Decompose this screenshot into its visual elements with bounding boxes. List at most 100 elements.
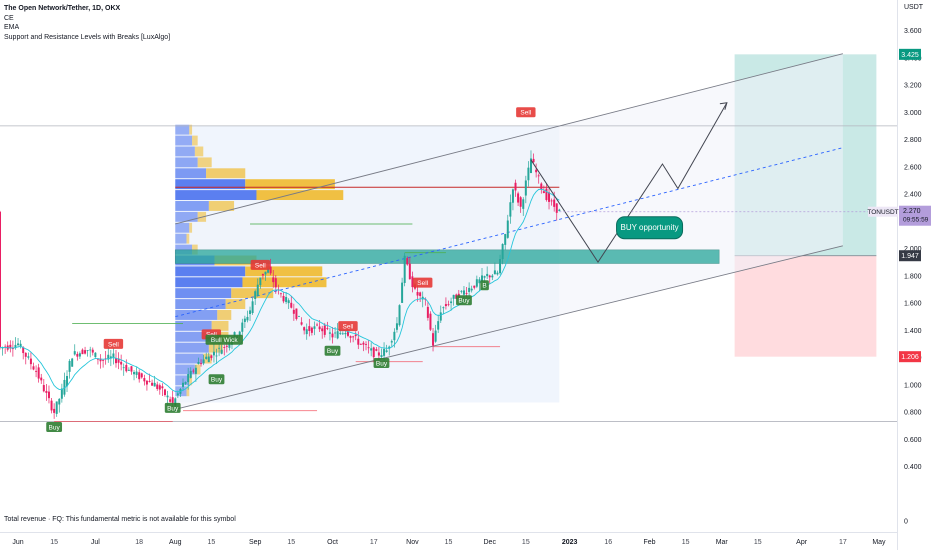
volume-profile-up-bar [175,288,232,299]
candle-body [112,353,115,358]
candle-body [256,284,259,297]
candle-body [117,358,120,363]
x-tick-label: 15 [207,539,215,546]
x-tick-label: Feb [644,539,656,546]
candle-body [37,367,40,379]
candle-body [272,277,275,283]
candle-body [184,382,187,384]
volume-profile-down-bar [225,299,246,310]
signal-label: Sell [520,110,531,117]
y-tick-label: 2.000 [904,246,922,253]
indicator-sr-levels[interactable]: Support and Resistance Levels with Break… [4,33,171,41]
candle-body [553,199,556,207]
candle-body [506,220,509,238]
candle-body [514,182,517,191]
candle-body [419,292,422,296]
candle-body [321,328,324,332]
candle-body [555,203,558,213]
candle-body [426,306,429,318]
candle-body [107,354,110,360]
volume-profile-up-bar [175,331,218,342]
candle-body [259,277,262,286]
candle-body [524,180,527,196]
candle-body [310,327,313,333]
volume-profile-down-bar [189,222,193,233]
candle-body [269,266,272,274]
signal-label: Buy [458,298,470,305]
bar-countdown: 09:55:59 [903,217,929,224]
candle-body [352,336,355,338]
candle-body [303,327,306,331]
candle-body [367,347,370,349]
candle-body [287,300,290,304]
x-tick-label: 16 [604,539,612,546]
candle-body [166,395,169,398]
candle-body [274,278,277,288]
candle-body [442,307,445,309]
volume-profile-up-bar [175,342,209,353]
candle-body [486,273,489,277]
y-tick-label: 2.400 [904,192,922,199]
signal-buy-badge [456,295,472,306]
candle-body [540,183,543,190]
volume-profile-down-bar [206,168,246,179]
candle-body [220,349,223,354]
candle-body [323,325,326,335]
candle-body [158,385,161,390]
volume-profile-up-bar [175,211,198,222]
candle-body [148,381,151,382]
candle-body [94,352,97,358]
candle-body [32,366,35,370]
candle-body [63,379,66,395]
indicator-ce[interactable]: CE [4,14,14,22]
candle-body [73,351,76,355]
candle-body [176,393,179,396]
volume-profile-down-bar [197,157,212,168]
volume-profile-up-bar [175,353,204,364]
candle-body [408,263,411,280]
candle-body [406,258,409,265]
candle-body [318,326,321,330]
candle-body [223,347,226,348]
candle-body [365,344,368,345]
candle-body [68,360,71,372]
y-tick-label: 0 [904,519,908,526]
candle-body [182,382,185,387]
candle-body [452,294,455,299]
projection-path [530,102,728,264]
stop-price-label-bg [899,351,921,363]
volume-profile-up-bar [175,124,190,135]
volume-profile-down-bar [256,190,344,201]
candle-body [390,341,393,343]
signal-label: Buy [211,377,223,384]
candle-body [298,315,300,317]
candle-body [35,370,38,372]
y-tick-label: 0.400 [904,464,922,471]
candle-body [210,355,213,359]
candle-body [545,188,548,200]
symbol-title[interactable]: The Open Network/Tether, 1D, OKX [4,5,121,12]
volume-profile-up-bar [175,201,209,211]
candle-body [251,301,254,314]
candle-body [447,304,450,306]
candle-body [53,408,56,413]
candle-body [542,191,545,194]
stop-price-label: 1.206 [901,354,919,361]
candle-body [359,343,362,345]
candle-body [537,175,540,177]
candle-body [481,275,484,282]
candle-body [519,197,522,207]
candle-body [535,169,538,173]
candle-body [207,356,210,363]
volume-profile-down-bar [245,266,323,277]
candle-body [401,282,404,303]
volume-profile-down-bar [208,201,235,211]
signal-buy-badge [164,402,181,413]
volume-profile-up-bar [175,146,195,157]
candle-body [558,209,561,212]
candle-body [465,293,468,295]
indicator-ema[interactable]: EMA [4,24,20,31]
candle-body [42,385,45,392]
signal-label: Sell [255,262,266,269]
